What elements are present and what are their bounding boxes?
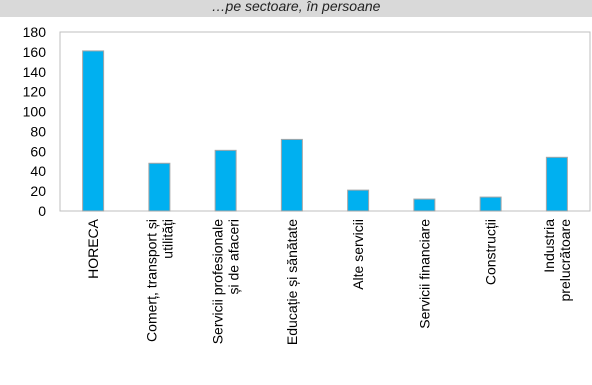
category-label-line: Comerț, transport și xyxy=(143,219,159,342)
category-label-line: utilități xyxy=(159,219,175,259)
chart-title: …pe sectoare, în persoane xyxy=(211,0,381,14)
bar xyxy=(347,189,370,212)
category-label-line: Construcții xyxy=(483,219,499,285)
bar xyxy=(82,50,105,212)
bar xyxy=(413,198,436,212)
y-tick-label: 40 xyxy=(30,163,46,179)
category-label: Servicii profesionale și de afaceri xyxy=(210,219,242,344)
y-tick-label: 140 xyxy=(23,64,47,80)
bar xyxy=(479,196,502,212)
y-tick-label: 60 xyxy=(30,143,46,159)
plot-frame xyxy=(59,31,591,212)
bar xyxy=(280,138,303,212)
y-tick-label: 100 xyxy=(23,104,47,120)
category-label-line: HORECA xyxy=(85,218,101,279)
y-tick-label: 180 xyxy=(23,24,47,40)
category-label: Servicii financiare xyxy=(416,219,432,329)
category-label: Industria prelucrătoare xyxy=(541,219,573,302)
bar-chart: 0 20 40 60 80 100 120 140 160 180 HORECA Comerț, tr… xyxy=(23,24,591,345)
category-label-line: Servicii financiare xyxy=(416,219,432,329)
y-tick-label: 80 xyxy=(30,123,46,139)
bar xyxy=(214,149,237,212)
y-tick-label: 20 xyxy=(30,183,46,199)
y-tick-label: 160 xyxy=(23,44,47,60)
category-label: Construcții xyxy=(483,219,499,285)
bar xyxy=(148,162,171,212)
y-tick-label: 0 xyxy=(38,203,46,219)
category-label-line: Alte servicii xyxy=(350,219,366,290)
category-label: Comerț, transport și utilități xyxy=(143,219,175,342)
category-label-line: Educație și sănătate xyxy=(284,219,300,345)
bar xyxy=(545,156,568,212)
category-label-line: și de afaceri xyxy=(226,219,242,294)
category-label-line: prelucrătoare xyxy=(557,219,573,302)
category-label: Educație și sănătate xyxy=(284,219,300,345)
y-tick-label: 120 xyxy=(23,84,47,100)
category-label: HORECA xyxy=(85,218,101,279)
category-label: Alte servicii xyxy=(350,219,366,290)
title-band: …pe sectoare, în persoane xyxy=(0,0,592,17)
category-label-line: Servicii profesionale xyxy=(210,219,226,344)
category-label-line: Industria xyxy=(541,219,557,273)
